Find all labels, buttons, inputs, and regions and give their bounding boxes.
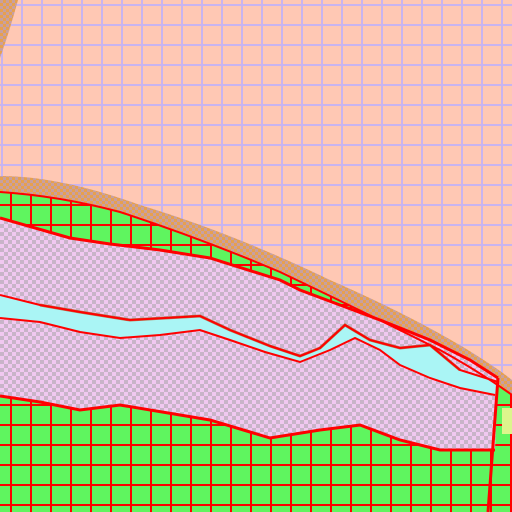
pink-band-bottom-border [0, 394, 495, 452]
water-top-border [0, 294, 499, 383]
water-bottom-border [0, 317, 496, 396]
bank-bottom-border [0, 191, 512, 396]
yellow-green-patch [502, 408, 512, 434]
right-vertical-border [486, 377, 500, 512]
corner-orange-arc [0, 0, 18, 58]
pink-band-top-border [0, 216, 499, 380]
pink-checker-band [0, 218, 498, 450]
